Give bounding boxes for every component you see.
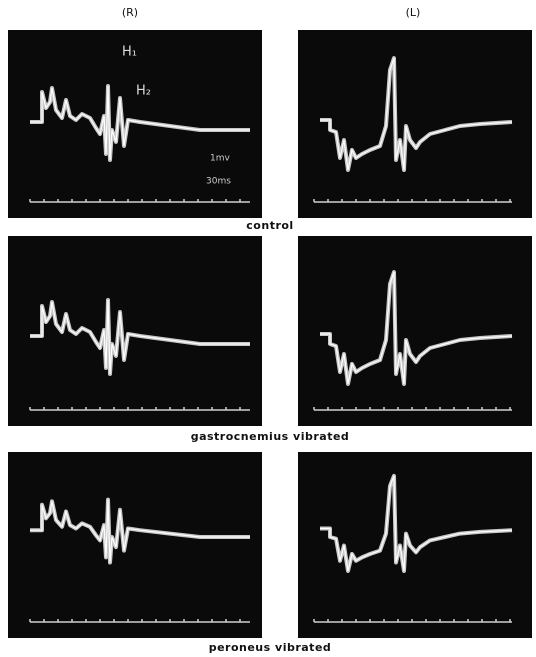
h2-label: H₂ (136, 84, 151, 99)
row-label: gastrocnemius vibrated (191, 430, 350, 443)
column-header: (L) (406, 6, 421, 19)
row (8, 236, 532, 426)
trace (320, 57, 513, 171)
row-label: peroneus vibrated (209, 641, 332, 654)
column-header: (R) (122, 6, 138, 19)
h1-label: H₁ (122, 45, 137, 60)
row-label: control (246, 219, 293, 232)
panel (8, 236, 262, 426)
panel (298, 452, 532, 638)
time-label: 30ms (206, 177, 231, 187)
trace (320, 475, 513, 572)
trace (30, 299, 250, 375)
panel (8, 452, 262, 638)
amplitude-label: 1mv (210, 154, 230, 164)
panel (8, 30, 262, 218)
panel (298, 236, 532, 426)
panels (8, 30, 532, 638)
trace (320, 271, 513, 385)
row (8, 452, 532, 638)
trace (30, 499, 250, 563)
row (8, 30, 532, 218)
trace (30, 85, 250, 161)
